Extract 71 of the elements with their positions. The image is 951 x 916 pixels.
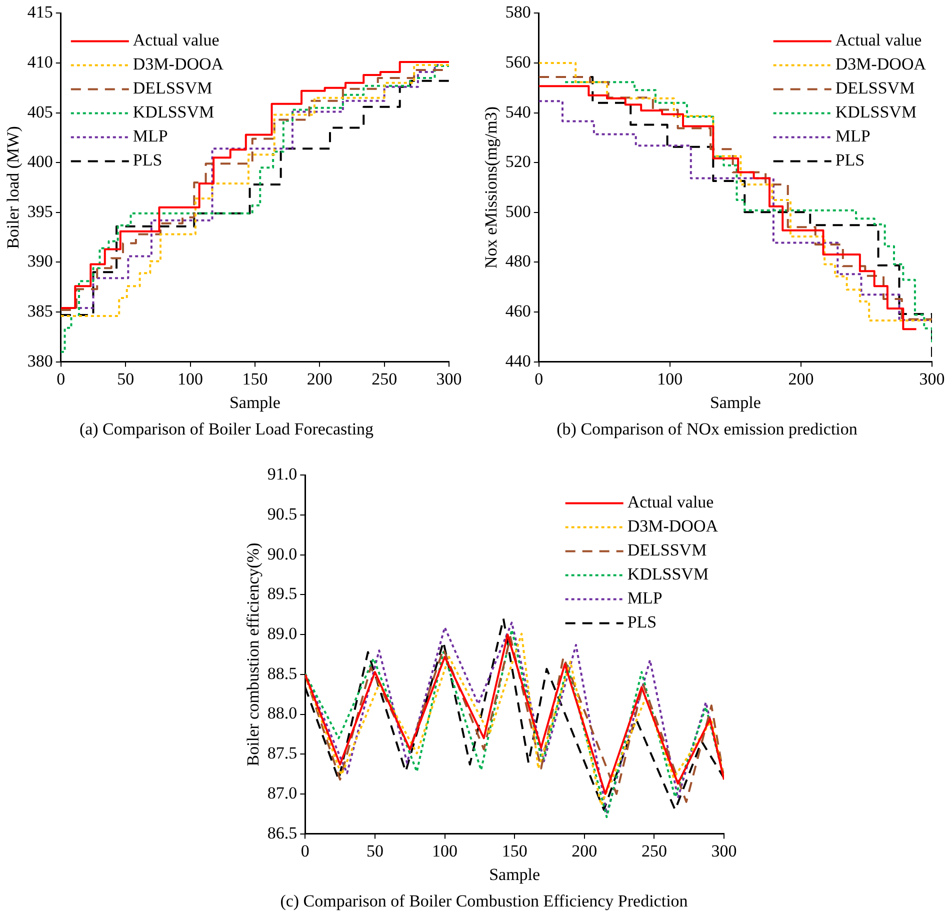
y-tick-label: 90.5 bbox=[267, 504, 298, 524]
y-tick-label: 580 bbox=[505, 2, 531, 22]
x-tick-label: 150 bbox=[502, 841, 528, 860]
legend-label: KDLSSVM bbox=[835, 102, 917, 122]
legend-label: DELSSVM bbox=[627, 540, 707, 560]
y-axis-title: Nox eMissions(mg/m3) bbox=[482, 106, 501, 268]
y-tick-label: 405 bbox=[27, 102, 53, 122]
y-tick-label: 400 bbox=[27, 152, 53, 172]
y-tick-label: 520 bbox=[505, 152, 531, 172]
legend-label: Actual value bbox=[835, 30, 922, 50]
y-tick-label: 380 bbox=[27, 351, 53, 370]
y-axis-title: Boiler combustion efficiency(%) bbox=[244, 542, 263, 766]
y-tick-label: 86.5 bbox=[267, 823, 298, 842]
y-tick-label: 560 bbox=[505, 52, 531, 72]
legend-label: KDLSSVM bbox=[627, 564, 709, 584]
legend-label: PLS bbox=[627, 612, 657, 632]
y-tick-label: 440 bbox=[505, 351, 531, 370]
legend-label: DELSSVM bbox=[132, 78, 212, 98]
y-tick-label: 90.0 bbox=[267, 544, 298, 564]
y-tick-label: 500 bbox=[505, 202, 531, 221]
text: (b) Comparison of NOx emission prediction bbox=[556, 419, 858, 438]
x-axis-title: Sample bbox=[489, 864, 540, 884]
y-tick-label: 91.0 bbox=[267, 464, 298, 484]
x-tick-label: 0 bbox=[534, 369, 544, 388]
y-tick-label: 89.0 bbox=[267, 624, 298, 644]
y-tick-label: 480 bbox=[505, 252, 531, 271]
y-tick-label: 415 bbox=[27, 2, 53, 22]
legend-label: Actual value bbox=[132, 30, 220, 50]
legend-label: Actual value bbox=[627, 492, 714, 512]
x-tick-label: 0 bbox=[56, 369, 66, 388]
legend-label: D3M-DOOA bbox=[627, 516, 719, 536]
x-axis-title: Sample bbox=[710, 392, 761, 412]
text: (c) Comparison of Boiler Combustion Efficiency Prediction bbox=[280, 891, 688, 910]
legend-label: MLP bbox=[627, 588, 662, 608]
y-tick-label: 410 bbox=[27, 52, 53, 72]
y-tick-label: 390 bbox=[27, 252, 53, 271]
legend-label: PLS bbox=[835, 150, 865, 170]
legend-label: MLP bbox=[835, 126, 870, 146]
x-tick-label: 250 bbox=[641, 841, 667, 860]
x-tick-label: 200 bbox=[306, 369, 332, 388]
x-tick-label: 200 bbox=[572, 841, 598, 860]
y-tick-label: 88.0 bbox=[267, 704, 298, 723]
legend-label: MLP bbox=[132, 126, 168, 146]
y-tick-label: 88.5 bbox=[267, 664, 298, 683]
y-tick-label: 395 bbox=[27, 202, 53, 221]
y-tick-label: 87.0 bbox=[267, 783, 298, 802]
x-tick-label: 100 bbox=[657, 369, 683, 388]
legend-label: DELSSVM bbox=[835, 78, 915, 98]
y-tick-label: 540 bbox=[505, 102, 531, 122]
legend-label: D3M-DOOA bbox=[132, 54, 224, 74]
x-tick-label: 250 bbox=[372, 369, 398, 388]
legend-label: D3M-DOOA bbox=[835, 54, 927, 74]
y-axis-title: Boiler load (MW) bbox=[4, 126, 23, 249]
y-tick-label: 89.5 bbox=[267, 584, 298, 604]
x-axis-title: Sample bbox=[229, 392, 280, 412]
y-tick-label: 385 bbox=[27, 301, 53, 320]
x-tick-label: 50 bbox=[117, 369, 134, 388]
x-tick-label: 100 bbox=[178, 369, 204, 388]
text: (a) Comparison of Boiler Load Forecasting bbox=[79, 419, 374, 438]
legend-label: KDLSSVM bbox=[132, 102, 214, 122]
legend-label: PLS bbox=[132, 150, 162, 170]
x-tick-label: 150 bbox=[242, 369, 268, 388]
x-tick-label: 0 bbox=[300, 841, 310, 860]
x-tick-label: 200 bbox=[788, 369, 814, 388]
x-tick-label: 100 bbox=[432, 841, 458, 860]
x-tick-label: 300 bbox=[436, 369, 462, 388]
x-tick-label: 300 bbox=[919, 369, 945, 388]
y-tick-label: 87.5 bbox=[267, 744, 298, 763]
x-tick-label: 300 bbox=[711, 841, 737, 860]
y-tick-label: 460 bbox=[505, 301, 531, 320]
x-tick-label: 50 bbox=[366, 841, 384, 860]
